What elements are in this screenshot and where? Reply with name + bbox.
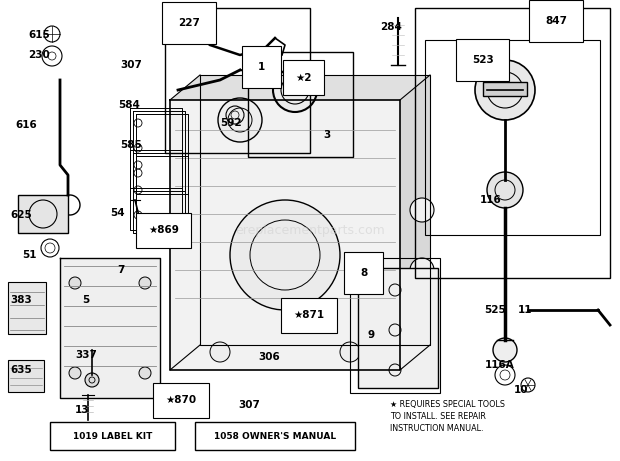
Text: 383: 383 [10, 295, 32, 305]
Text: 9: 9 [368, 330, 375, 340]
Text: 635: 635 [10, 365, 32, 375]
Circle shape [273, 68, 317, 112]
Text: 1019 LABEL KIT: 1019 LABEL KIT [73, 431, 152, 441]
Polygon shape [170, 75, 430, 100]
Text: 230: 230 [28, 50, 50, 60]
Polygon shape [200, 75, 430, 345]
Text: 7: 7 [117, 265, 125, 275]
Bar [50, 422, 175, 450]
Text: 227: 227 [178, 18, 200, 28]
Bar [8, 360, 44, 392]
Text: 616: 616 [15, 120, 37, 130]
Text: 523: 523 [472, 55, 494, 65]
Text: 3: 3 [323, 130, 330, 140]
Circle shape [69, 367, 81, 379]
Text: 584: 584 [118, 100, 140, 110]
Bar [425, 40, 600, 235]
Text: 116: 116 [480, 195, 502, 205]
Circle shape [410, 198, 434, 222]
Text: TO INSTALL. SEE REPAIR: TO INSTALL. SEE REPAIR [390, 412, 486, 421]
Text: 1: 1 [258, 62, 265, 72]
Text: 592: 592 [220, 118, 242, 128]
Text: 8: 8 [360, 268, 367, 278]
Text: ★2: ★2 [295, 73, 311, 83]
Text: ★ REQUIRES SPECIAL TOOLS: ★ REQUIRES SPECIAL TOOLS [390, 400, 505, 409]
Circle shape [487, 172, 523, 208]
Text: 307: 307 [120, 60, 142, 70]
Text: 847: 847 [545, 16, 567, 26]
Circle shape [218, 98, 262, 142]
Text: 11: 11 [518, 305, 533, 315]
Text: 13: 13 [75, 405, 89, 415]
Circle shape [139, 277, 151, 289]
Text: ★871: ★871 [293, 310, 324, 320]
Circle shape [230, 200, 340, 310]
Text: ★870: ★870 [165, 395, 196, 405]
Bar [8, 282, 46, 334]
Circle shape [139, 367, 151, 379]
Text: 54: 54 [110, 208, 125, 218]
Text: 615: 615 [28, 30, 50, 40]
Bar [195, 422, 355, 450]
Circle shape [475, 60, 535, 120]
Bar [358, 268, 438, 388]
Bar [18, 195, 68, 233]
Bar [350, 258, 440, 393]
Text: 5: 5 [82, 295, 89, 305]
Polygon shape [170, 100, 400, 370]
Circle shape [210, 342, 230, 362]
Text: 116A: 116A [485, 360, 515, 370]
Circle shape [410, 258, 434, 282]
Text: 307: 307 [238, 400, 260, 410]
Text: INSTRUCTION MANUAL.: INSTRUCTION MANUAL. [390, 424, 484, 433]
Circle shape [85, 373, 99, 387]
Circle shape [340, 342, 360, 362]
Text: 337: 337 [75, 350, 97, 360]
Text: 51: 51 [22, 250, 37, 260]
Circle shape [69, 277, 81, 289]
Bar [415, 8, 610, 278]
Bar [248, 52, 353, 157]
Polygon shape [60, 258, 160, 398]
Bar [165, 8, 310, 153]
Text: ★869: ★869 [148, 225, 179, 235]
Text: 525: 525 [484, 305, 506, 315]
Circle shape [410, 318, 434, 342]
Text: 1058 OWNER'S MANUAL: 1058 OWNER'S MANUAL [214, 431, 336, 441]
Polygon shape [400, 75, 430, 370]
Text: 625: 625 [10, 210, 32, 220]
Circle shape [493, 338, 517, 362]
Text: 284: 284 [380, 22, 402, 32]
Text: 306: 306 [258, 352, 280, 362]
Text: ereplacementparts.com: ereplacementparts.com [235, 224, 385, 237]
Text: 562: 562 [244, 50, 266, 60]
Text: 10: 10 [514, 385, 528, 395]
Bar [483, 82, 527, 96]
Text: 585: 585 [120, 140, 142, 150]
